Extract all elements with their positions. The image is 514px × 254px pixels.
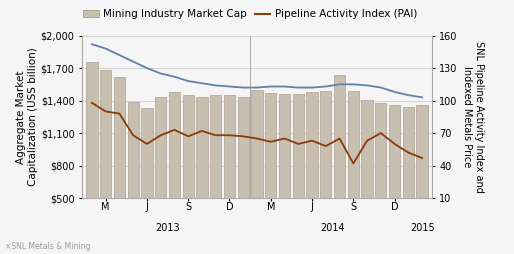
Text: 2014: 2014 [320, 223, 345, 233]
Bar [114, 77, 125, 252]
Bar [279, 94, 290, 252]
Bar [265, 93, 277, 252]
Bar [403, 107, 414, 252]
Bar [224, 95, 235, 252]
Bar [155, 97, 167, 252]
Bar [196, 97, 208, 252]
Bar [334, 75, 345, 252]
Bar [237, 97, 249, 252]
Text: 2015: 2015 [410, 223, 434, 233]
Bar [347, 91, 359, 252]
Bar [210, 95, 222, 252]
Bar [141, 108, 153, 252]
Bar [306, 92, 318, 252]
Bar [389, 105, 400, 252]
Bar [251, 90, 263, 252]
Bar [169, 92, 180, 252]
Bar [416, 105, 428, 252]
Bar [182, 95, 194, 252]
Text: ×SNL Metals & Mining: ×SNL Metals & Mining [5, 243, 90, 251]
Bar [361, 100, 373, 252]
Bar [100, 70, 111, 252]
Bar [375, 103, 387, 252]
Bar [86, 61, 98, 252]
Bar [320, 91, 332, 252]
Legend: Mining Industry Market Cap, Pipeline Activity Index (PAI): Mining Industry Market Cap, Pipeline Act… [79, 5, 421, 23]
Bar [292, 94, 304, 252]
Bar [127, 102, 139, 252]
Y-axis label: SNL Pipeline Activity Index and
Indexed Metals Price: SNL Pipeline Activity Index and Indexed … [462, 41, 484, 193]
Text: 2013: 2013 [155, 223, 180, 233]
Y-axis label: Aggregate Market
Capitalization (USS billion): Aggregate Market Capitalization (USS bil… [16, 47, 38, 186]
